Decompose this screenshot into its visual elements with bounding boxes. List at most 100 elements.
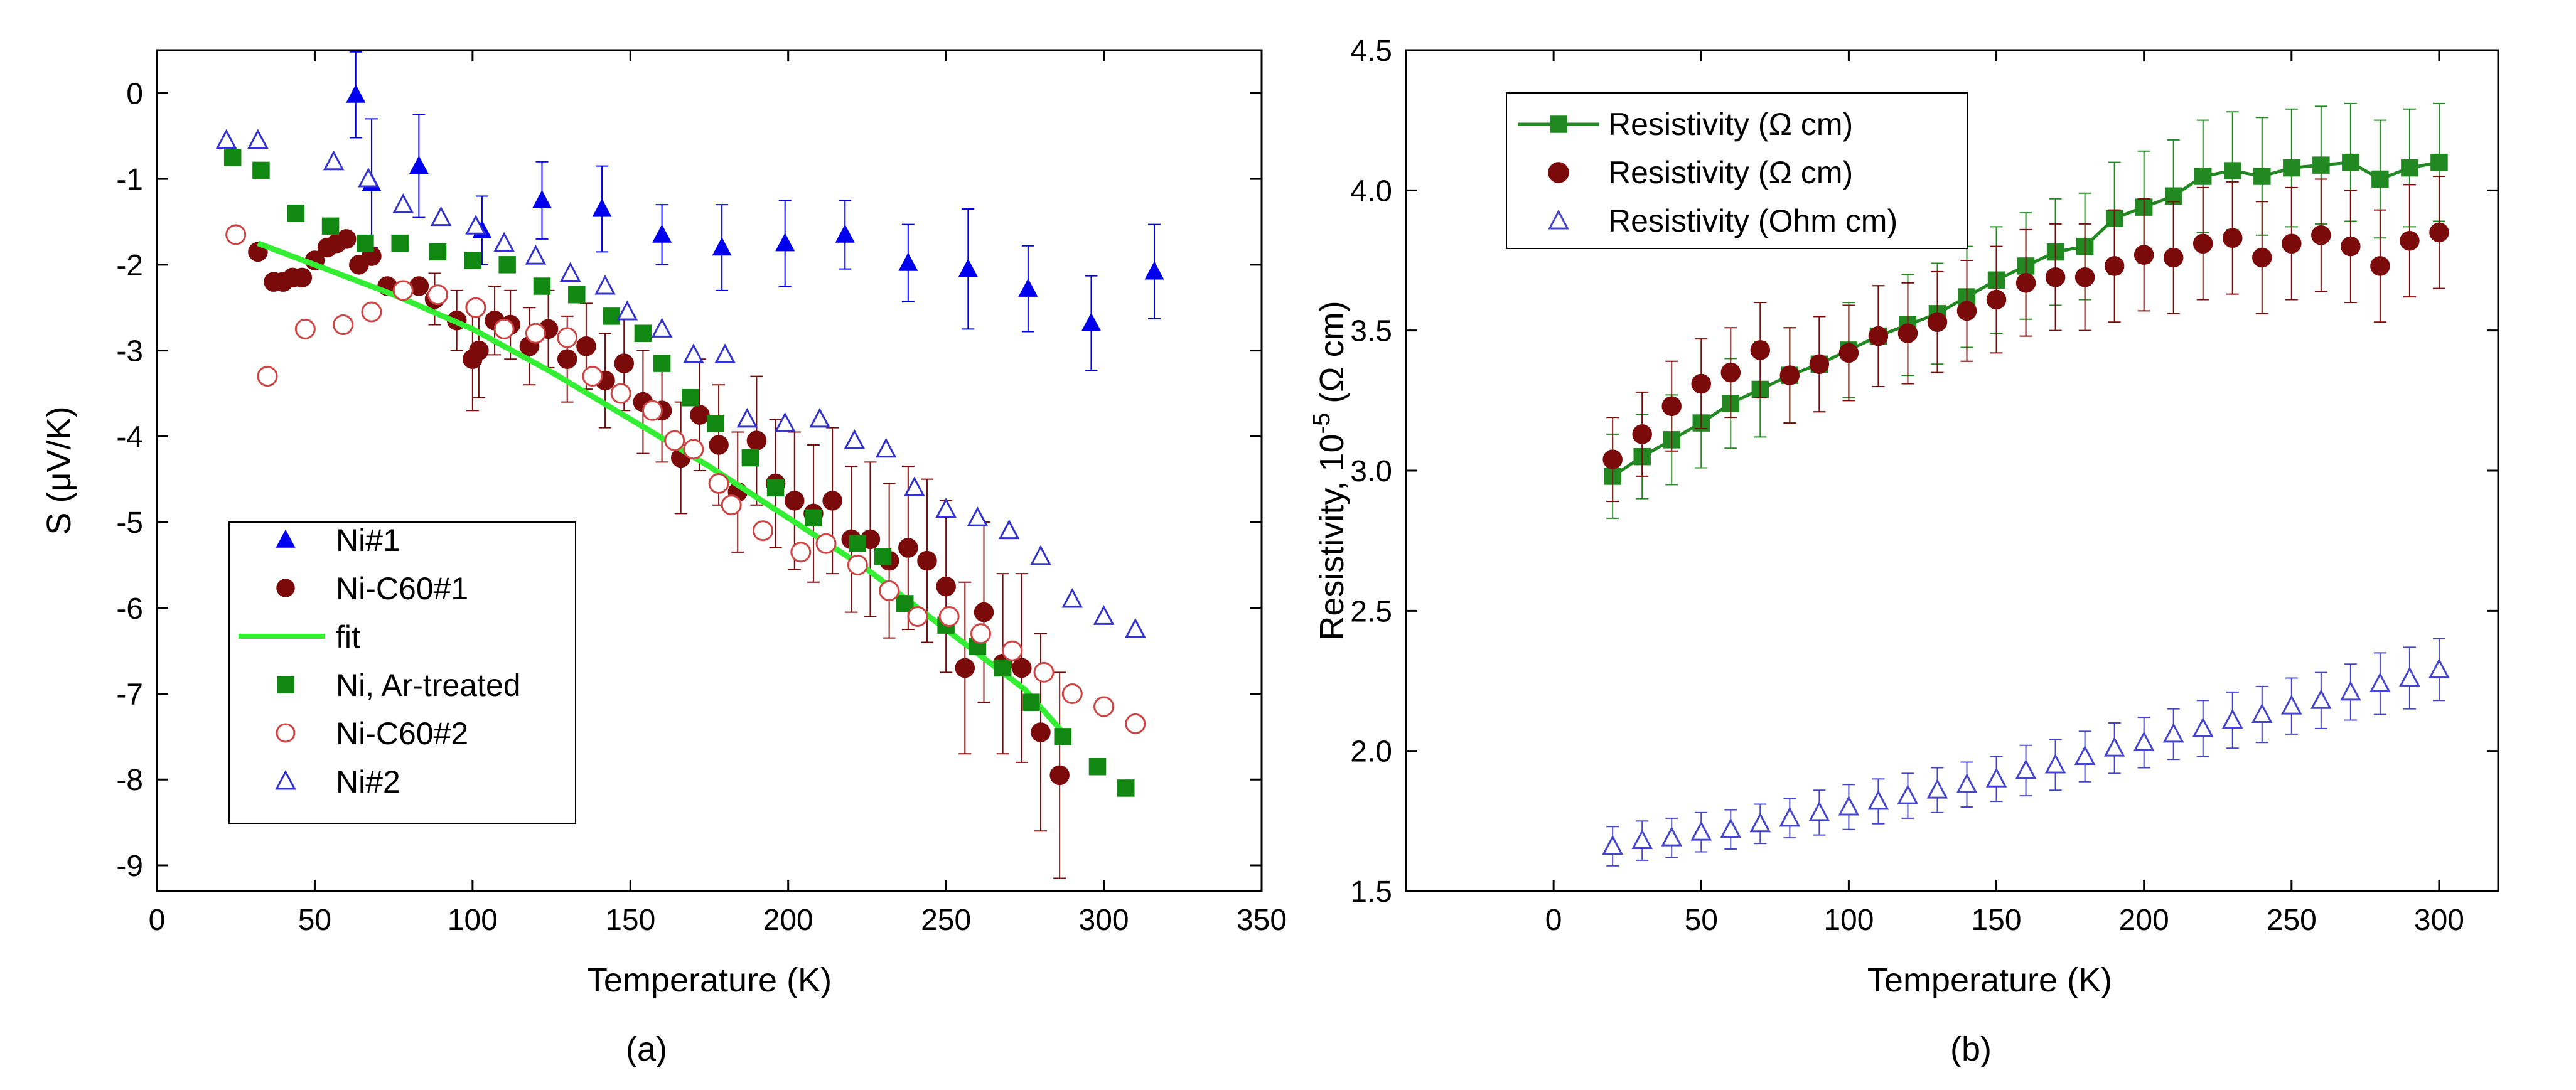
chart-panel-a: 0 50 100 150 200 250 300 350 0 -1 -2 -3 -4 -5 -6 -7 -8 -9… [40, 49, 1287, 1068]
panel-b-series-1-resistivity-cm-point-7 [1809, 354, 1830, 375]
panel-a-series-0-ni-1-point-10 [898, 252, 918, 271]
legend-a-label-5: Ni#2 [336, 764, 400, 799]
panel-a-series-5-ni-2-point-14 [714, 343, 736, 363]
panel-a-series-5-ni-2-point-2 [323, 150, 345, 171]
panel-a-series-1-ni-c60-1-point-36 [822, 491, 842, 511]
panel-b-series-1-resistivity-cm-point-20 [2192, 233, 2213, 254]
panel-b-series-1-resistivity-cm-point-13 [1986, 289, 2007, 310]
panel-b-series-2-resistivity-ohm-cm-point-12 [1956, 773, 1978, 793]
panel-a-x-tick-label-2: 100 [448, 904, 498, 937]
panel-a-series-1-ni-c60-1-point-46 [1012, 658, 1032, 678]
legend-a-label-0: Ni#1 [336, 523, 400, 558]
panel-a-series-5-ni-2-point-7 [493, 232, 515, 252]
panel-a-series-3-ni-ar-treated-point-17 [766, 479, 785, 497]
panel-b-series-2-resistivity-ohm-cm-point-20 [2192, 717, 2214, 737]
panel-a-y-tick-label-6: -6 [116, 592, 143, 626]
panel-b-series-2-resistivity-ohm-cm-point-7 [1808, 801, 1830, 821]
panel-a-series-5-ni-2-point-15 [736, 407, 758, 428]
panel-b-series-1-resistivity-cm-point-17 [2104, 256, 2125, 276]
panel-b-series-2-resistivity-ohm-cm-point-9 [1867, 789, 1889, 810]
panel-b-series-2-resistivity-ohm-cm-point-19 [2162, 722, 2184, 743]
panel-b-series-2-resistivity-ohm-cm-point-17 [2103, 737, 2125, 757]
panel-b-series-1-resistivity-cm-point-1 [1632, 424, 1652, 444]
panel-a-series-4-ni-c60-2-point-26 [1002, 640, 1023, 661]
panel-a-y-tick-label-7: -7 [116, 678, 143, 712]
legend-b-label-0: Resistivity (Ω cm) [1608, 107, 1853, 142]
panel-a-series-5-ni-2-point-24 [1030, 545, 1051, 565]
panel-b-series-1-resistivity-cm-point-11 [1927, 312, 1948, 333]
panel-a-series-3-ni-ar-treated-point-1 [252, 161, 270, 179]
panel-a-series-5-ni-2-point-23 [998, 519, 1020, 540]
panel-a-series-3-ni-ar-treated-point-0 [223, 149, 242, 166]
panel-b-y-tick-label-1: 2.0 [1350, 735, 1392, 769]
panel-a-series-5-ni-2-point-16 [774, 412, 796, 432]
panel-a-series-0-ni-1-point-7 [712, 237, 732, 256]
panel-b-axes: 0 50 100 150 200 250 300 1.5 2.0 2.5 3.0 3.5 4.0 4.5 [1350, 35, 2498, 937]
panel-b-series-1-resistivity-cm-point-28 [2429, 222, 2449, 243]
panel-b-y-axis-title-unit: (Ω cm) [1313, 301, 1351, 412]
panel-a-x-tick-label-1: 50 [298, 904, 331, 937]
panel-a-series-3-ni-ar-treated-point-26 [1054, 728, 1071, 745]
panel-b-series-1-resistivity-cm-point-23 [2282, 233, 2302, 254]
panel-b-series-0-resistivity-cm-point-20 [2194, 168, 2212, 185]
panel-b-series-0-resistivity-cm-point-23 [2283, 159, 2300, 177]
panel-a-series-0-ni-1-point-14 [1144, 261, 1164, 280]
panel-a-series-4-ni-c60-2-point-3 [333, 314, 354, 336]
panel-b-series-2-resistivity-ohm-cm-point-22 [2251, 703, 2273, 724]
panel-b-y-tick-label-0: 1.5 [1350, 875, 1392, 909]
panel-a-plot-frame [156, 49, 1263, 892]
panel-a-series-4-ni-c60-2-point-1 [257, 366, 278, 387]
panel-a-series-1-ni-c60-1-point-42 [936, 576, 956, 597]
panel-a-series-5-ni-2-point-1 [247, 129, 269, 149]
panel-a-series-0-ni-1-point-8 [775, 233, 795, 252]
panel-a-legend-items [239, 529, 325, 790]
panel-a-y-tick-label-8: -8 [116, 764, 143, 797]
panel-b-series-0-resistivity-cm-point-27 [2401, 159, 2418, 177]
panel-a-series-5-ni-2 [215, 129, 1146, 638]
panel-a-series-1-ni-c60-1-point-43 [955, 658, 975, 678]
panel-b-y-tick-label-3: 3.0 [1350, 455, 1392, 488]
panel-b-series-2-resistivity-ohm-cm-point-13 [1985, 767, 2007, 788]
panel-b-y-tick-label-2: 2.5 [1350, 595, 1392, 628]
legend-b-label-2: Resistivity (Ohm cm) [1608, 203, 1897, 238]
panel-a-series-3-ni-ar-treated-point-4 [357, 234, 374, 252]
panel-a-series-3-ni-ar-treated-point-28 [1117, 779, 1135, 797]
panel-a-series-0-ni-1-point-4 [532, 190, 552, 208]
panel-b-series-0-resistivity-cm-point-22 [2253, 168, 2271, 185]
panel-b-series-0-resistivity-cm-point-26 [2371, 170, 2389, 188]
panel-b-series-1-resistivity-cm-point-5 [1750, 340, 1771, 360]
panel-b-series-2-resistivity-ohm-cm [1602, 638, 2450, 867]
panel-a-x-tick-label-7: 350 [1237, 904, 1287, 937]
panel-a-series-1-ni-c60-1-point-34 [785, 491, 805, 511]
panel-a-series-3-ni-ar-treated-point-6 [429, 243, 447, 261]
panel-a-series-0-ni-1-point-0 [346, 84, 366, 103]
panel-a-series-4-ni-c60-2-point-30 [1125, 713, 1146, 734]
panel-b-series-2-resistivity-ohm-cm-point-14 [2015, 759, 2037, 779]
panel-b-x-tick-label-0: 0 [1545, 904, 1562, 937]
panel-b-series-2-resistivity-ohm-cm-point-1 [1631, 829, 1653, 850]
panel-a-series-4-ni-c60-2 [225, 224, 1146, 734]
panel-a-x-tick-label-3: 150 [605, 904, 655, 937]
panel-b-y-axis-title-main: Resistivity, 10 [1313, 434, 1351, 641]
panel-b-series-1-resistivity-cm-point-18 [2133, 245, 2154, 265]
panel-a-series-1-ni-c60-1-point-4 [292, 267, 313, 288]
panel-b-series-1-resistivity-cm [1602, 176, 2449, 503]
panel-a-series-4-ni-c60-2-point-11 [582, 366, 603, 387]
panel-b-series-2-resistivity-ohm-cm-point-2 [1661, 826, 1683, 847]
panel-a-y-tick-label-0: 0 [126, 77, 143, 110]
panel-a-series-5-ni-2-point-18 [844, 429, 866, 449]
panel-a-series-3-ni-ar-treated [223, 149, 1135, 797]
panel-b-series-2-resistivity-ohm-cm-point-18 [2133, 731, 2155, 751]
panel-a-series-5-ni-2-point-17 [809, 407, 830, 428]
panel-b-series-0-resistivity-cm-point-25 [2342, 153, 2359, 171]
panel-b-series-2-resistivity-ohm-cm-point-26 [2369, 672, 2391, 692]
panel-b-y-axis-title-exponent: -5 [1309, 413, 1335, 434]
panel-a-series-1-ni-c60-1-point-22 [557, 349, 577, 369]
panel-a-series-4-ni-c60-2-point-4 [361, 301, 382, 323]
panel-a-series-5-ni-2-point-22 [967, 506, 989, 526]
panel-b-series-2-resistivity-ohm-cm-point-3 [1690, 821, 1712, 841]
panel-b-series-2-resistivity-ohm-cm-point-21 [2221, 708, 2243, 729]
legend-a-symbol-ni-ar-treated [277, 676, 294, 693]
panel-b-series-1-resistivity-cm-point-12 [1956, 301, 1977, 321]
panel-a-series-4-ni-c60-2-point-21 [847, 554, 868, 575]
